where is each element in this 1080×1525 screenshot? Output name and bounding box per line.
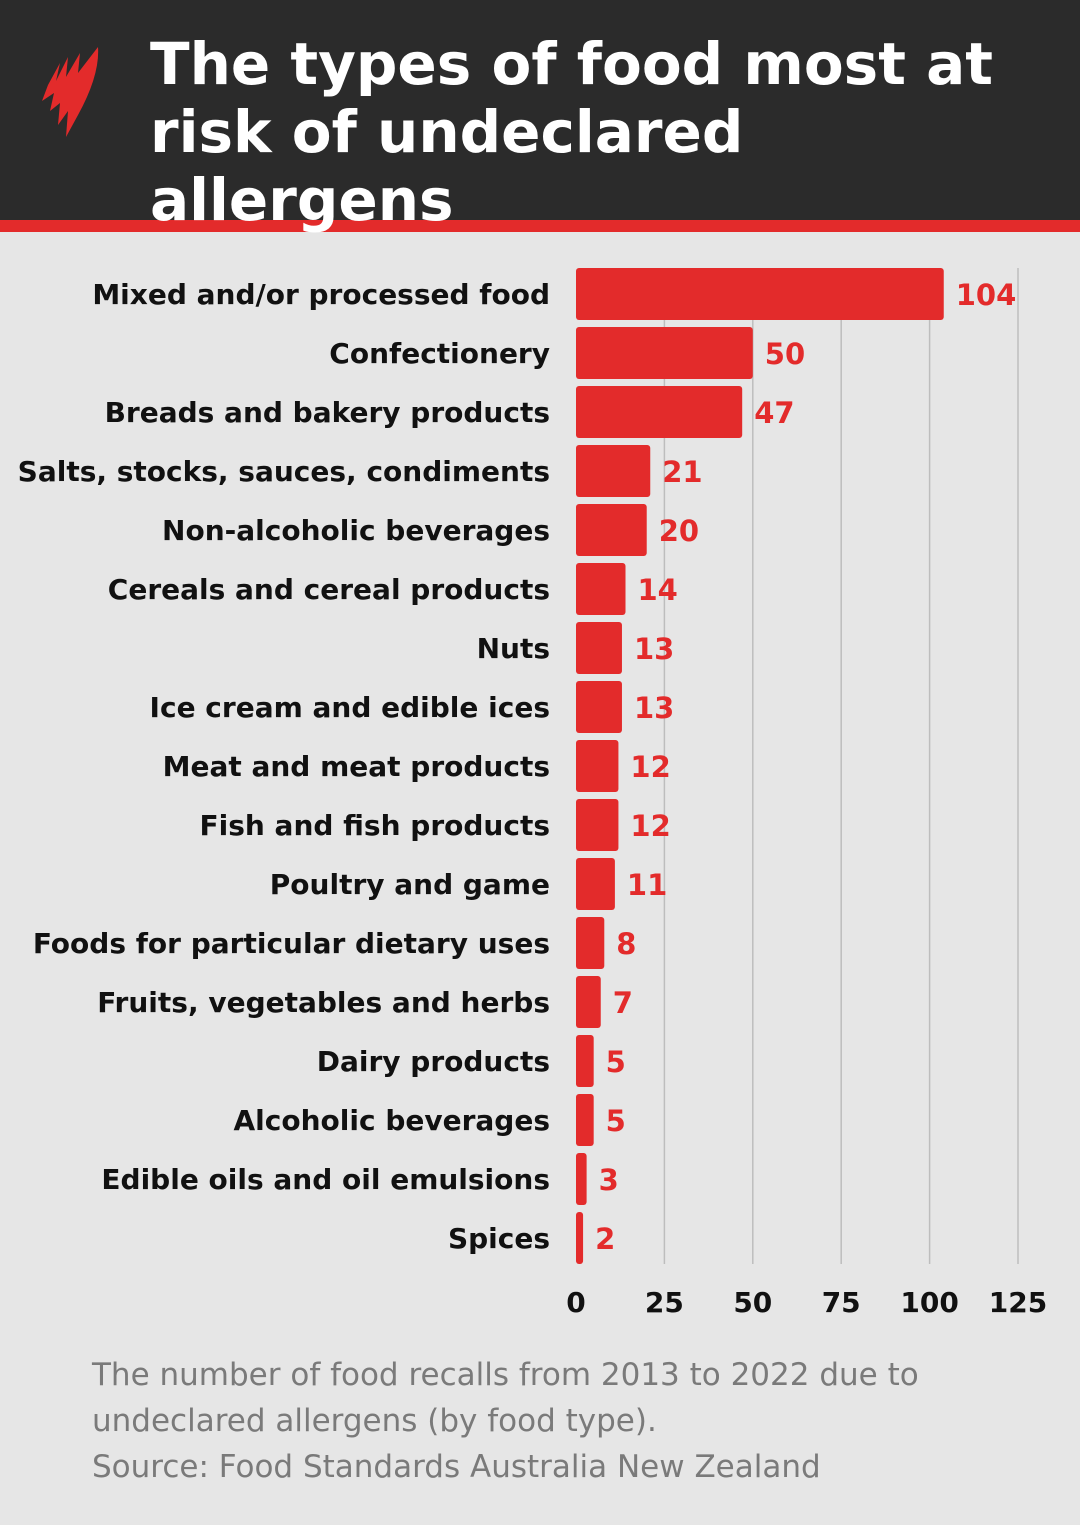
value-label: 11 xyxy=(627,868,667,902)
bar xyxy=(576,917,605,969)
x-tick-label: 25 xyxy=(645,1286,684,1319)
bar xyxy=(576,1094,594,1146)
source: Source: Food Standards Australia New Zea… xyxy=(92,1449,821,1485)
bar xyxy=(576,799,619,851)
value-label: 13 xyxy=(634,632,674,666)
bar xyxy=(576,681,622,733)
category-label: Foods for particular dietary uses xyxy=(33,927,550,960)
value-label: 104 xyxy=(956,278,1017,312)
caption: undeclared allergens (by food type). xyxy=(92,1403,657,1439)
value-label: 13 xyxy=(634,691,674,725)
bar xyxy=(576,268,944,320)
header xyxy=(0,0,1080,220)
category-label: Alcoholic beverages xyxy=(234,1104,551,1137)
bar xyxy=(576,445,651,497)
bar xyxy=(576,327,753,379)
bar xyxy=(576,1212,584,1264)
bar xyxy=(576,504,647,556)
x-tick-label: 0 xyxy=(566,1286,585,1319)
category-label: Spices xyxy=(448,1222,550,1255)
x-tick-label: 50 xyxy=(733,1286,772,1319)
bar xyxy=(576,1035,594,1087)
bar xyxy=(576,563,626,615)
value-label: 3 xyxy=(599,1163,619,1197)
page-title: The types of food most at risk of undecl… xyxy=(150,30,993,234)
value-label: 50 xyxy=(765,337,805,371)
value-label: 20 xyxy=(659,514,699,548)
category-label: Ice cream and edible ices xyxy=(150,691,550,724)
caption: The number of food recalls from 2013 to … xyxy=(92,1357,919,1393)
category-label: Poultry and game xyxy=(270,868,550,901)
category-label: Edible oils and oil emulsions xyxy=(101,1163,550,1196)
value-label: 47 xyxy=(754,396,794,430)
bar xyxy=(576,976,601,1028)
category-label: Salts, stocks, sauces, condiments xyxy=(18,455,550,488)
category-label: Fish and fish products xyxy=(199,809,550,842)
x-tick-label: 125 xyxy=(989,1286,1047,1319)
bar xyxy=(576,1153,587,1205)
x-tick-label: 75 xyxy=(822,1286,861,1319)
value-label: 5 xyxy=(606,1045,626,1079)
bar xyxy=(576,386,743,438)
value-label: 21 xyxy=(662,455,702,489)
sbs-logo-icon xyxy=(42,47,99,137)
bar xyxy=(576,740,619,792)
category-label: Meat and meat products xyxy=(163,750,550,783)
value-label: 12 xyxy=(630,809,670,843)
value-label: 14 xyxy=(638,573,678,607)
category-label: Non-alcoholic beverages xyxy=(162,514,550,547)
value-label: 8 xyxy=(616,927,636,961)
category-label: Cereals and cereal products xyxy=(108,573,550,606)
footer: The number of food recalls from 2013 to … xyxy=(92,1352,1042,1490)
x-tick-label: 100 xyxy=(900,1286,958,1319)
value-label: 2 xyxy=(595,1222,615,1256)
value-label: 5 xyxy=(606,1104,626,1138)
category-label: Breads and bakery products xyxy=(105,396,550,429)
value-label: 7 xyxy=(613,986,633,1020)
category-label: Confectionery xyxy=(329,337,550,370)
category-label: Fruits, vegetables and herbs xyxy=(97,986,550,1019)
bar xyxy=(576,622,622,674)
category-label: Dairy products xyxy=(317,1045,550,1078)
category-label: Mixed and/or processed food xyxy=(92,278,550,311)
category-label: Nuts xyxy=(477,632,550,665)
bar xyxy=(576,858,615,910)
value-label: 12 xyxy=(630,750,670,784)
red-stripe xyxy=(0,220,1080,232)
